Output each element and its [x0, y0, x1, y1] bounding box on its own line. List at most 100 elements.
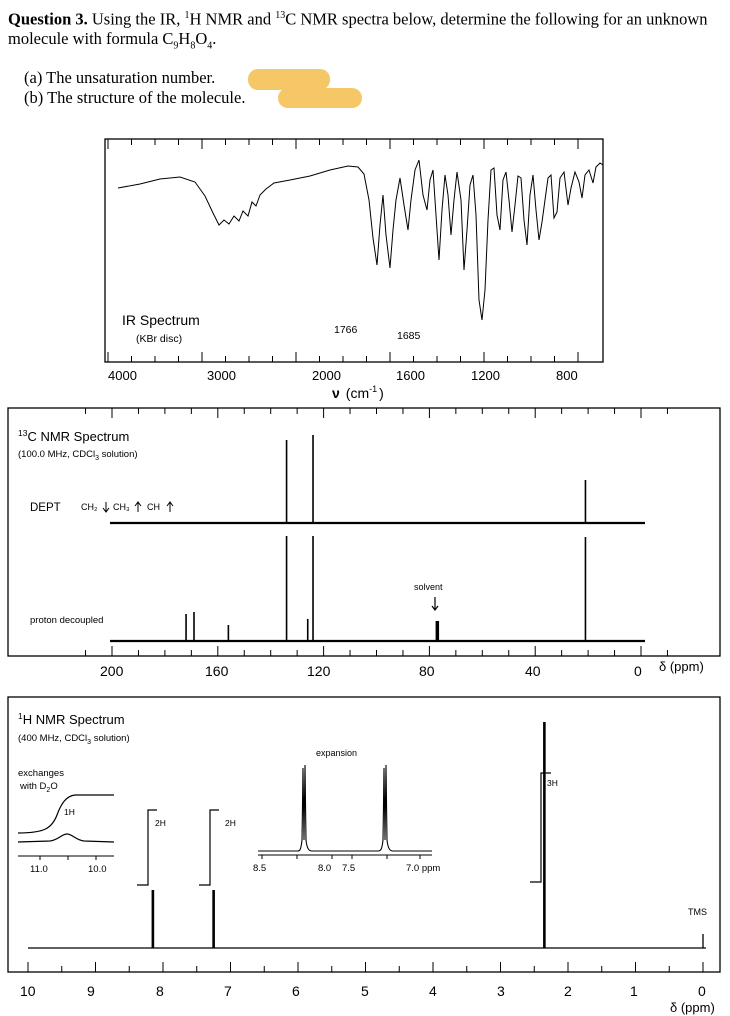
question-text: Question 3. Using the IR, 1H NMR and 13C…	[8, 6, 723, 55]
ir-axis-label: ν (cm-1)	[332, 384, 384, 401]
integral-2h-b-label: 2H	[225, 818, 236, 828]
solvent-arrow-icon	[431, 597, 439, 611]
inset-oh-signal	[17, 833, 115, 843]
dept-ch3-label: CH₃	[113, 502, 130, 512]
h1-bottom-ticks	[27, 962, 704, 972]
question-label: Question 3.	[8, 9, 88, 29]
ir-tick-labels: 4000 3000 2000 1600 1200 800	[108, 368, 578, 383]
c13-tick-label: 0	[634, 663, 642, 679]
question-fragment: O	[195, 28, 208, 48]
arrow-up-icon	[134, 501, 142, 512]
inset-tick-label: 10.0	[88, 864, 107, 875]
c13-tick-label: 160	[205, 663, 229, 679]
h1-axis-label: δ (ppm)	[670, 1000, 715, 1015]
h1-tick-labels: 10 9 8 7 6 5 4 3 2 1 0	[20, 983, 706, 999]
question-fragment: H NMR and	[189, 9, 276, 29]
part-a: (a) The unsaturation number.	[24, 68, 216, 87]
h1-tick-label: 4	[429, 983, 437, 999]
ir-tick-label: 800	[556, 368, 578, 383]
expansion-trace	[258, 764, 432, 852]
ir-subtitle: (KBr disc)	[136, 333, 182, 345]
ir-panel: IR Spectrum (KBr disc) 1766 1685 4000 30…	[104, 138, 604, 401]
exchanges-label: exchanges	[18, 768, 64, 779]
subscript-9: 9	[173, 39, 179, 51]
c13-tick-label: 80	[419, 663, 435, 679]
h1-tick-label: 3	[497, 983, 505, 999]
c13-bottom-ticks	[85, 646, 668, 656]
subscript-8: 8	[190, 39, 196, 51]
proton-decoupled-label: proton decoupled	[30, 615, 103, 626]
dept-ch-label: CH	[147, 502, 160, 512]
question-fragment: H	[178, 28, 191, 48]
c13-tick-label: 200	[100, 663, 124, 679]
ir-tick-label: 3000	[207, 368, 236, 383]
with-d2o-label: with D2O	[19, 781, 58, 794]
expansion-tick-label: 8.5	[253, 863, 266, 874]
ir-tick-label: 1600	[396, 368, 425, 383]
inset-integral-curve	[17, 794, 114, 834]
inset-1h-label: 1H	[64, 807, 75, 817]
c13-tick-label: 40	[525, 663, 541, 679]
ir-title: IR Spectrum	[122, 312, 200, 328]
ir-tick-label: 4000	[108, 368, 137, 383]
ir-tick-label: 1200	[471, 368, 500, 383]
c13-frame	[7, 407, 721, 657]
ir-trace	[117, 159, 604, 321]
h1-frame	[7, 696, 721, 973]
h1-tick-label: 10	[20, 983, 36, 999]
integral-3h	[530, 772, 551, 883]
ir-frame	[104, 138, 604, 363]
expansion-tick-label: 7.5	[342, 863, 355, 874]
ir-peak-label-1685: 1685	[397, 330, 421, 342]
ir-ticks	[107, 139, 579, 362]
c13-tick-label: 120	[307, 663, 331, 679]
expansion-tick-label: 8.0	[318, 863, 331, 874]
solvent-label: solvent	[414, 582, 443, 592]
integral-2h-b	[199, 809, 219, 886]
h1-tick-label: 0	[698, 983, 706, 999]
expansion-tick-label: 7.0 ppm	[406, 863, 440, 874]
dept-label: DEPT	[30, 502, 61, 514]
superscript-1: 1	[184, 10, 190, 21]
inset-ticks	[39, 856, 97, 860]
arrow-up-icon	[166, 501, 174, 512]
question-fragment: Using the IR,	[87, 9, 185, 29]
c13-nmr-panel: 13C NMR Spectrum (100.0 MHz, CDCl3 solut…	[7, 407, 721, 679]
decoupled-peaks	[185, 536, 587, 641]
h1-tick-label: 2	[564, 983, 572, 999]
integral-2h-a	[137, 809, 157, 886]
highlight-mark-b	[278, 88, 362, 108]
part-b: (b) The structure of the molecule.	[24, 88, 246, 107]
ir-tick-label: 2000	[312, 368, 341, 383]
h1-tick-label: 9	[87, 983, 95, 999]
inset-tick-label: 11.0	[30, 864, 48, 875]
h1-title: 1H NMR Spectrum	[18, 711, 125, 727]
expansion-ticks	[261, 855, 421, 859]
c13-axis-label: δ (ppm)	[659, 659, 704, 674]
h1-tick-label: 6	[292, 983, 300, 999]
h1-nmr-panel: 1H NMR Spectrum (400 MHz, CDCl3 solution…	[7, 696, 721, 1015]
h1-subtitle: (400 MHz, CDCl3 solution)	[18, 733, 130, 746]
question-fragment: C NMR spectra below, determine the follo…	[8, 9, 708, 48]
h1-tick-label: 8	[156, 983, 164, 999]
highlight-mark-a	[248, 69, 330, 90]
arrow-down-icon	[102, 502, 110, 513]
h1-tick-label: 1	[630, 983, 638, 999]
expansion-label: expansion	[316, 748, 357, 758]
c13-top-ticks	[85, 408, 668, 418]
question-parts: (a) The unsaturation number. (b) The str…	[24, 68, 245, 108]
expansion-tick-labels: 8.5 8.0 7.5 7.0 ppm	[253, 863, 440, 874]
integral-3h-label: 3H	[547, 778, 558, 788]
ir-peak-label-1766: 1766	[334, 324, 358, 336]
dept-peaks	[285, 435, 587, 523]
integral-2h-a-label: 2H	[155, 818, 166, 828]
dept-ch2-label: CH₂	[81, 502, 98, 512]
c13-tick-labels: 200 160 120 80 40 0	[100, 663, 642, 679]
question-fragment: .	[212, 28, 217, 48]
tms-label: TMS	[688, 907, 707, 917]
subscript-4: 4	[207, 39, 213, 51]
h1-peaks	[151, 722, 704, 948]
h1-tick-label: 7	[224, 983, 232, 999]
c13-subtitle: (100.0 MHz, CDCl3 solution)	[18, 449, 138, 462]
